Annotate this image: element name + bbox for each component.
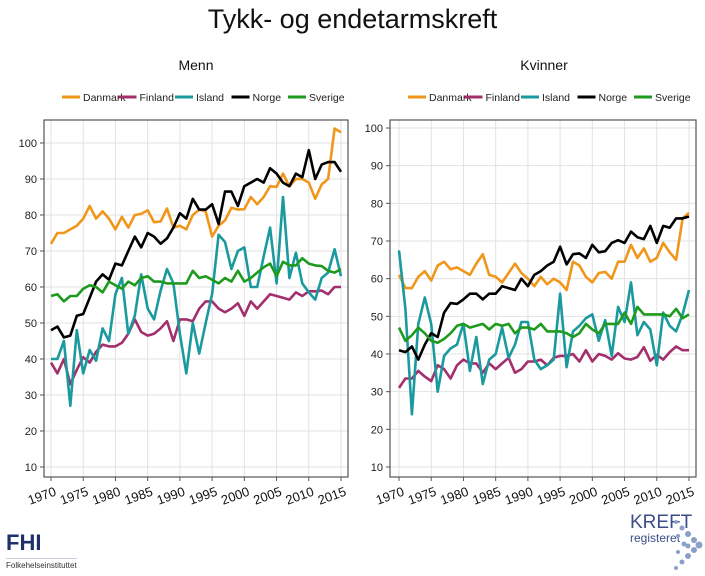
x-tick-label: 1975 bbox=[58, 484, 90, 508]
y-tick-label: 10 bbox=[371, 462, 383, 474]
kreftregisteret-dots-icon bbox=[674, 520, 703, 570]
x-tick-label: 1985 bbox=[470, 484, 502, 508]
x-tick-label: 2005 bbox=[251, 484, 283, 508]
plot-frame bbox=[43, 119, 349, 478]
x-tick-label: 1980 bbox=[90, 484, 122, 508]
y-tick-label: 60 bbox=[25, 282, 37, 294]
series-line-norge bbox=[50, 148, 343, 339]
plot-area bbox=[390, 120, 696, 477]
series-line-norge bbox=[398, 215, 690, 361]
panel-title: Menn bbox=[178, 57, 213, 73]
legend-label-sverige: Sverige bbox=[309, 92, 345, 104]
legend-label-danmark: Danmark bbox=[83, 92, 126, 104]
legend-label-danmark: Danmark bbox=[429, 92, 472, 104]
x-tick-label: 1970 bbox=[26, 484, 58, 508]
x-tick-label: 2000 bbox=[219, 484, 251, 508]
x-tick-label: 1990 bbox=[155, 484, 187, 508]
panel-title: Kvinner bbox=[520, 57, 568, 73]
y-tick-label: 40 bbox=[25, 354, 37, 366]
kreftregisteret-logo-sub: registeret bbox=[630, 531, 681, 545]
kreftregisteret-logo: KREFT registeret bbox=[630, 512, 693, 545]
panel-menn: Menn Danmark Finland Island Norge Sverige 10 20… bbox=[19, 57, 349, 508]
legend-label-finland: Finland bbox=[140, 92, 175, 104]
x-tick-label: 1980 bbox=[438, 484, 470, 508]
chart-title: Tykk- og endetarmskreft bbox=[207, 4, 498, 34]
fhi-logo: FHI Folkehelseinstituttet bbox=[6, 530, 77, 570]
plot-frame bbox=[389, 119, 697, 478]
y-tick-label: 80 bbox=[25, 210, 37, 222]
y-tick-label: 50 bbox=[25, 318, 37, 330]
x-tick-label: 1970 bbox=[374, 484, 406, 508]
x-tick-label: 2010 bbox=[631, 484, 663, 508]
x-tick-label: 1995 bbox=[535, 484, 567, 508]
y-tick-label: 90 bbox=[371, 161, 383, 173]
series-line-finland bbox=[397, 345, 689, 389]
y-tick-label: 70 bbox=[371, 236, 383, 248]
y-tick-label: 100 bbox=[19, 138, 37, 150]
y-tick-label: 70 bbox=[25, 246, 37, 258]
y-tick-label: 20 bbox=[25, 426, 37, 438]
x-tick-label: 2005 bbox=[599, 484, 631, 508]
fhi-logo-mark: FHI bbox=[6, 530, 42, 555]
legend-label-norge: Norge bbox=[253, 92, 282, 104]
x-tick-label: 2010 bbox=[283, 484, 315, 508]
legend-label-island: Island bbox=[196, 92, 224, 104]
y-tick-label: 30 bbox=[371, 387, 383, 399]
x-tick-label: 1990 bbox=[503, 484, 535, 508]
y-tick-label: 80 bbox=[371, 198, 383, 210]
y-tick-label: 100 bbox=[365, 123, 383, 135]
series-line-island bbox=[397, 250, 691, 416]
legend-label-sverige: Sverige bbox=[655, 92, 691, 104]
series-line-danmark bbox=[397, 211, 690, 292]
legend-label-norge: Norge bbox=[599, 92, 628, 104]
series-line-sverige bbox=[397, 305, 690, 345]
y-tick-label: 30 bbox=[25, 390, 37, 402]
x-tick-label: 2015 bbox=[664, 484, 696, 508]
x-tick-label: 1995 bbox=[187, 484, 219, 508]
y-tick-label: 60 bbox=[371, 274, 383, 286]
legend-label-finland: Finland bbox=[486, 92, 521, 104]
kreftregisteret-logo-word: KREFT bbox=[630, 512, 693, 533]
y-tick-label: 40 bbox=[371, 349, 383, 361]
y-tick-label: 50 bbox=[371, 311, 383, 323]
y-tick-label: 90 bbox=[25, 174, 37, 186]
panel-kvinner: Kvinner Danmark Finland Island Norge Sverige 1… bbox=[365, 57, 697, 508]
y-tick-label: 10 bbox=[25, 462, 37, 474]
y-tick-label: 20 bbox=[371, 424, 383, 436]
legend-label-island: Island bbox=[542, 92, 570, 104]
x-tick-label: 2000 bbox=[567, 484, 599, 508]
x-tick-label: 1985 bbox=[122, 484, 154, 508]
series-line-sverige bbox=[50, 256, 342, 303]
x-tick-label: 1975 bbox=[406, 484, 438, 508]
fhi-logo-subtitle: Folkehelseinstituttet bbox=[6, 558, 77, 570]
x-tick-label: 2015 bbox=[316, 484, 348, 508]
